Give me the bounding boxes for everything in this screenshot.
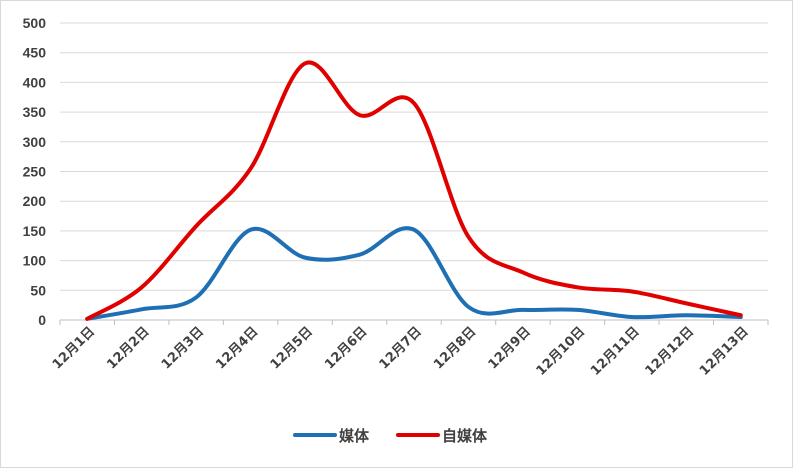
y-tick-label: 250 [23,164,47,180]
x-axis-ticks: 12月1日 12月2日 12月3日 12月4日 12月5日 12月6日 12月7日 12月8日… [50,320,769,379]
y-tick-label: 350 [23,104,47,120]
x-tick-label: 12月10日 [534,324,589,379]
y-tick-label: 0 [38,312,46,328]
y-tick-label: 500 [23,15,47,31]
y-tick-label: 150 [23,223,47,239]
y-tick-label: 200 [23,193,47,209]
y-tick-label: 450 [23,45,47,61]
y-tick-label: 100 [23,253,47,269]
y-tick-label: 50 [30,282,46,298]
x-tick-label: 12月4日 [213,324,261,372]
x-tick-label: 12月1日 [50,324,98,372]
legend-label-1: 自媒体 [442,427,488,445]
x-tick-label: 12月9日 [486,324,534,372]
y-tick-label: 400 [23,74,47,90]
x-tick-label: 12月11日 [588,324,643,379]
x-tick-label: 12月2日 [104,324,152,372]
x-tick-label: 12月3日 [159,324,207,372]
y-axis-ticks: 0 50 100 150 200 250 300 350 400 450 500 [23,15,47,328]
x-tick-label: 12月7日 [377,324,425,372]
legend-label-0: 媒体 [339,427,370,445]
x-tick-label: 12月13日 [697,324,752,379]
x-tick-label: 12月8日 [431,324,479,372]
legend: 媒体 自媒体 [293,427,488,445]
series-line-1 [85,60,743,321]
gridlines [60,22,768,321]
series-line-0 [85,226,743,321]
x-tick-label: 12月6日 [322,324,370,372]
y-tick-label: 300 [23,134,47,150]
series-lines [85,60,743,321]
x-tick-label: 12月12日 [643,324,698,379]
x-tick-label: 12月5日 [268,324,316,372]
